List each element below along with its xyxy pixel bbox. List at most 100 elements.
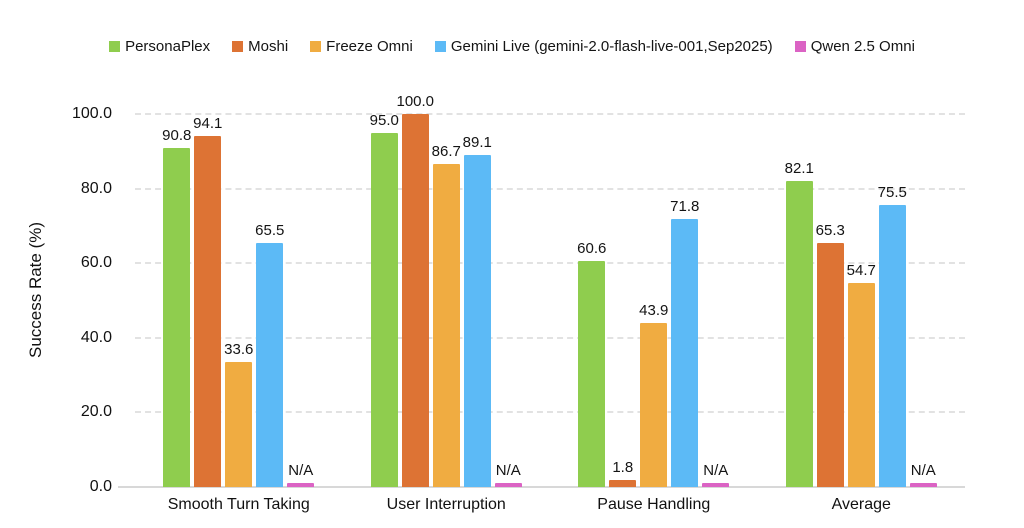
bar-value-label: 90.8 (162, 127, 192, 145)
bar (909, 483, 937, 487)
bar-slot: 54.7 (847, 262, 876, 487)
bar-group: 82.1 65.3 54.7 75.5 N/A (785, 114, 937, 487)
legend-swatch-icon (794, 41, 806, 52)
bar-groups: 90.8 94.1 33.6 65.5 N/A 95.0 100.0 86.7 89.1 N/A 6… (135, 93, 965, 487)
bar-value-label: 54.7 (846, 261, 876, 279)
bar-slot: 100.0 (396, 93, 434, 487)
x-category-labels: Smooth Turn Taking User Interruption Pause… (135, 496, 965, 514)
legend-swatch-icon (434, 41, 446, 52)
legend-label: PersonaPlex (125, 38, 211, 55)
legend-label: Moshi (248, 38, 289, 55)
bar-slot: 1.8 (609, 459, 637, 487)
bar (432, 163, 460, 487)
y-tick-label: 20.0 (80, 403, 112, 421)
bar (671, 219, 699, 487)
y-tick-label: 0.0 (89, 478, 112, 495)
legend-swatch-icon (232, 41, 244, 52)
bar-slot: 89.1 (463, 134, 492, 487)
legend-item: Freeze Omni (310, 38, 413, 55)
bar-value-label: 60.6 (577, 239, 607, 257)
x-category-label: Average (831, 496, 891, 513)
bar (640, 323, 668, 487)
bar-value-label: 95.0 (369, 111, 399, 129)
x-axis-line (118, 486, 965, 488)
plot-area: 90.8 94.1 33.6 65.5 N/A 95.0 100.0 86.7 89.1 N/A 6… (118, 93, 965, 488)
legend-item: Moshi (232, 38, 288, 55)
legend-item: Gemini Live (gemini-2.0-flash-live-001,S… (434, 38, 773, 55)
bar (163, 148, 191, 487)
bar-slot: 90.8 (162, 127, 191, 487)
bar-value-label: N/A (495, 462, 521, 480)
bar-slot: 60.6 (577, 240, 606, 487)
bar-value-label: 100.0 (396, 93, 435, 110)
bar-value-label: 65.3 (815, 222, 845, 240)
gridline (135, 187, 965, 190)
bar (847, 282, 875, 487)
bar (225, 361, 253, 487)
x-category-label: Pause Handling (597, 496, 711, 513)
bar-group: 60.6 1.8 43.9 71.8 N/A (577, 114, 730, 487)
bar (785, 180, 813, 487)
legend-label: Freeze Omni (326, 38, 413, 55)
bar-slot: N/A (494, 462, 522, 487)
bar-slot: N/A (287, 462, 315, 487)
y-tick-label: 60.0 (80, 254, 112, 272)
bar-slot: 94.1 (193, 115, 222, 487)
bar-value-label: 65.5 (255, 221, 285, 239)
bar-slot: 75.5 (878, 184, 907, 487)
bar-slot: 43.9 (639, 302, 668, 487)
legend-label: Qwen 2.5 Omni (810, 38, 915, 55)
bar-slot: 86.7 (432, 143, 461, 487)
bar-value-label: 75.5 (877, 184, 907, 202)
bar (702, 483, 730, 487)
bar-slot: N/A (909, 462, 937, 487)
bar (878, 205, 906, 487)
bar-slot: 65.3 (816, 222, 845, 487)
bar (401, 114, 429, 487)
bar-slot: 65.5 (255, 222, 284, 487)
y-tick-label: 100.0 (71, 105, 112, 122)
gridline (135, 336, 965, 339)
legend-item: Qwen 2.5 Omni (794, 38, 915, 55)
bar-value-label: 86.7 (431, 142, 461, 160)
bar-slot: 33.6 (224, 341, 253, 487)
legend-item: PersonaPlex (109, 38, 210, 55)
bar (578, 260, 606, 487)
bar-value-label: 89.1 (462, 133, 492, 151)
bar (370, 132, 398, 487)
bar-value-label: N/A (288, 462, 314, 480)
bar-group: 90.8 94.1 33.6 65.5 N/A (162, 114, 315, 487)
bar-value-label: 43.9 (639, 302, 669, 320)
legend: PersonaPlex Moshi Freeze Omni Gemini Live (… (0, 38, 1024, 55)
bar (194, 136, 222, 487)
y-tick-label: 40.0 (80, 328, 112, 346)
x-category-label: User Interruption (386, 496, 506, 513)
legend-swatch-icon (109, 41, 121, 52)
bar-slot: N/A (702, 462, 730, 487)
bar (816, 243, 844, 487)
bar-value-label: 33.6 (224, 340, 254, 358)
gridline (135, 113, 965, 115)
bar (494, 483, 522, 487)
bar-value-label: 71.8 (670, 198, 700, 216)
legend-label: Gemini Live (gemini-2.0-flash-live-001,S… (450, 38, 773, 55)
bar-slot: 95.0 (370, 112, 399, 487)
bar-group: 95.0 100.0 86.7 89.1 N/A (370, 93, 522, 487)
bar-slot: 82.1 (785, 160, 814, 487)
bar (287, 483, 315, 487)
bar-value-label: 82.1 (784, 159, 814, 177)
bar-value-label: 1.8 (612, 459, 634, 477)
bar-slot: 71.8 (670, 198, 699, 487)
legend-swatch-icon (310, 41, 322, 52)
x-category-label: Smooth Turn Taking (167, 496, 310, 513)
bar (256, 242, 284, 487)
bar-value-label: N/A (910, 462, 936, 480)
y-tick-label: 80.0 (80, 179, 112, 197)
bar (463, 154, 491, 487)
bar (609, 480, 637, 487)
gridline (135, 411, 965, 414)
gridline (135, 262, 965, 265)
bar-value-label: N/A (703, 462, 729, 480)
bar-value-label: 94.1 (193, 115, 223, 133)
